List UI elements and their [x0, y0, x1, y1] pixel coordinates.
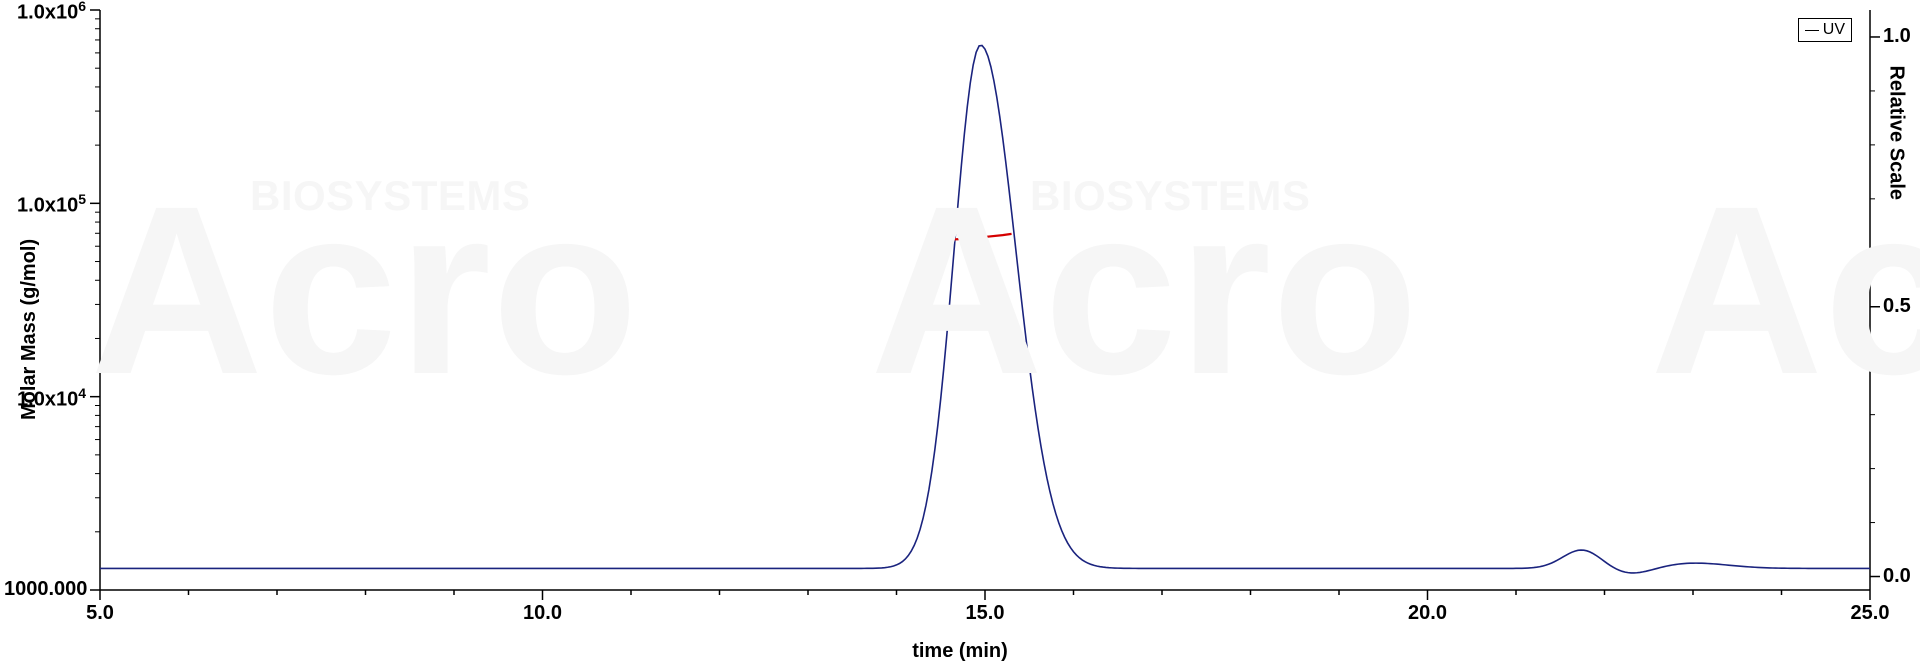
- tick-label: 1.0: [1883, 25, 1911, 48]
- tick-label: 0.0: [1883, 565, 1911, 588]
- y-right-axis-label: Relative Scale: [1885, 65, 1908, 200]
- legend-line-icon: [1805, 30, 1819, 31]
- legend-label-uv: UV: [1823, 21, 1845, 39]
- tick-label: 0.5: [1883, 295, 1911, 318]
- tick-label: 10.0: [503, 602, 583, 625]
- tick-label: 1.0x106: [4, 0, 86, 25]
- chart-svg: [0, 0, 1920, 672]
- legend: UV: [1798, 18, 1852, 42]
- tick-label: 5.0: [60, 602, 140, 625]
- chromatogram-chart: Acro BIOSYSTEMS Acro BIOSYSTEMS Acro Mol…: [0, 0, 1920, 672]
- tick-label: 25.0: [1830, 602, 1910, 625]
- x-axis-label: time (min): [0, 640, 1920, 663]
- uv-trace: [100, 46, 1870, 573]
- tick-label: 20.0: [1388, 602, 1468, 625]
- tick-label: 15.0: [945, 602, 1025, 625]
- tick-label: 1.0x104: [4, 385, 86, 412]
- tick-label: 1.0x105: [4, 191, 86, 218]
- tick-label: 1000.000: [4, 578, 86, 601]
- molar-mass-trace: [950, 234, 1012, 240]
